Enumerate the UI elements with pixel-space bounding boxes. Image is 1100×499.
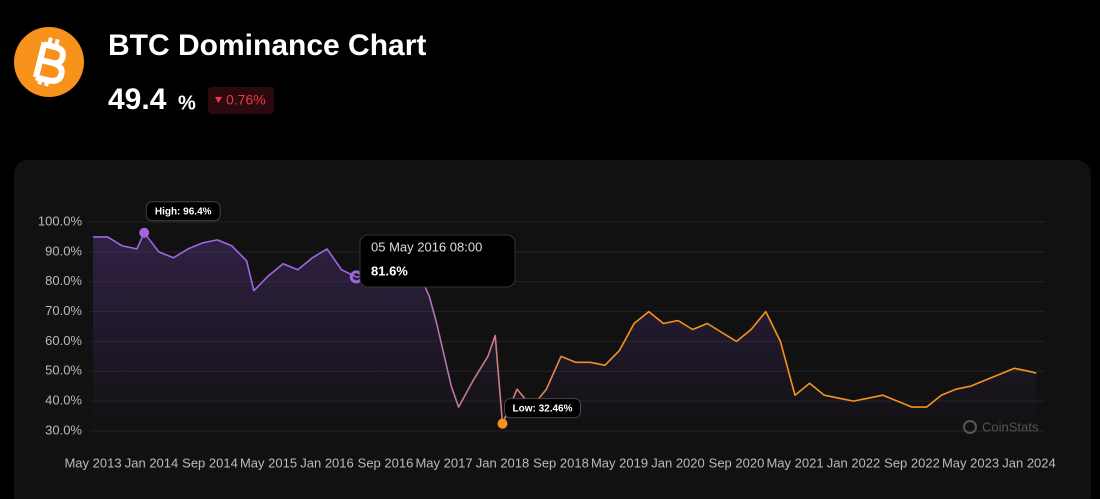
title: BTC Dominance Chart [108,29,426,62]
tooltip-box [359,234,516,288]
change: 0.76% [226,92,266,108]
x-tick-label: Jan 2022 [827,455,881,470]
area [93,232,1037,431]
y-tick-label: 70.0% [45,303,82,318]
y-tick-label: 60.0% [45,333,82,348]
watermark: CoinStats [982,419,1039,434]
x-tick-label: Sep 2020 [709,455,765,470]
annotation-dot [139,227,150,238]
x-tick-label: Sep 2016 [358,455,414,470]
x-tick-label: Sep 2014 [182,455,238,470]
y-tick-label: 40.0% [45,393,82,408]
x-tick-label: Jan 2016 [300,455,354,470]
change-badge [208,87,274,114]
annotation-box [145,201,221,222]
dominance-unit: % [178,92,196,114]
tooltip-date: 05 May 2016 08:00 [371,239,482,254]
x-tick-label: May 2021 [766,455,823,470]
x-tick-label: May 2019 [591,455,648,470]
btc-symbol [33,37,66,87]
annotation-dot [497,418,508,429]
x-tick-label: May 2023 [942,455,999,470]
x-tick-label: Jan 2014 [125,455,179,470]
x-tick-label: May 2015 [240,455,297,470]
y-tick-label: 100.0% [38,213,83,228]
x-tick-label: Jan 2020 [651,455,705,470]
y-tick-label: 30.0% [45,422,82,437]
y-tick-label: 50.0% [45,363,82,378]
watermark-icon [963,420,977,434]
annotation-box [504,398,581,419]
dominance-value: 49.4 [108,83,167,116]
x-tick-label: Jan 2018 [476,455,530,470]
annotation-label: High: 96.4% [155,206,212,217]
y-tick-label: 80.0% [45,273,82,288]
line [93,231,1037,425]
x-tick-label: Sep 2022 [884,455,940,470]
x-tick-label: May 2017 [415,455,472,470]
down-arrow [215,97,222,103]
x-tick-label: May 2013 [64,455,121,470]
x-tick-label: Sep 2018 [533,455,589,470]
y-tick-label: 90.0% [45,243,82,258]
annotation-label: Low: 32.46% [512,403,572,414]
tooltip-value: 81.6% [371,263,408,278]
x-tick-label: Jan 2024 [1002,455,1056,470]
